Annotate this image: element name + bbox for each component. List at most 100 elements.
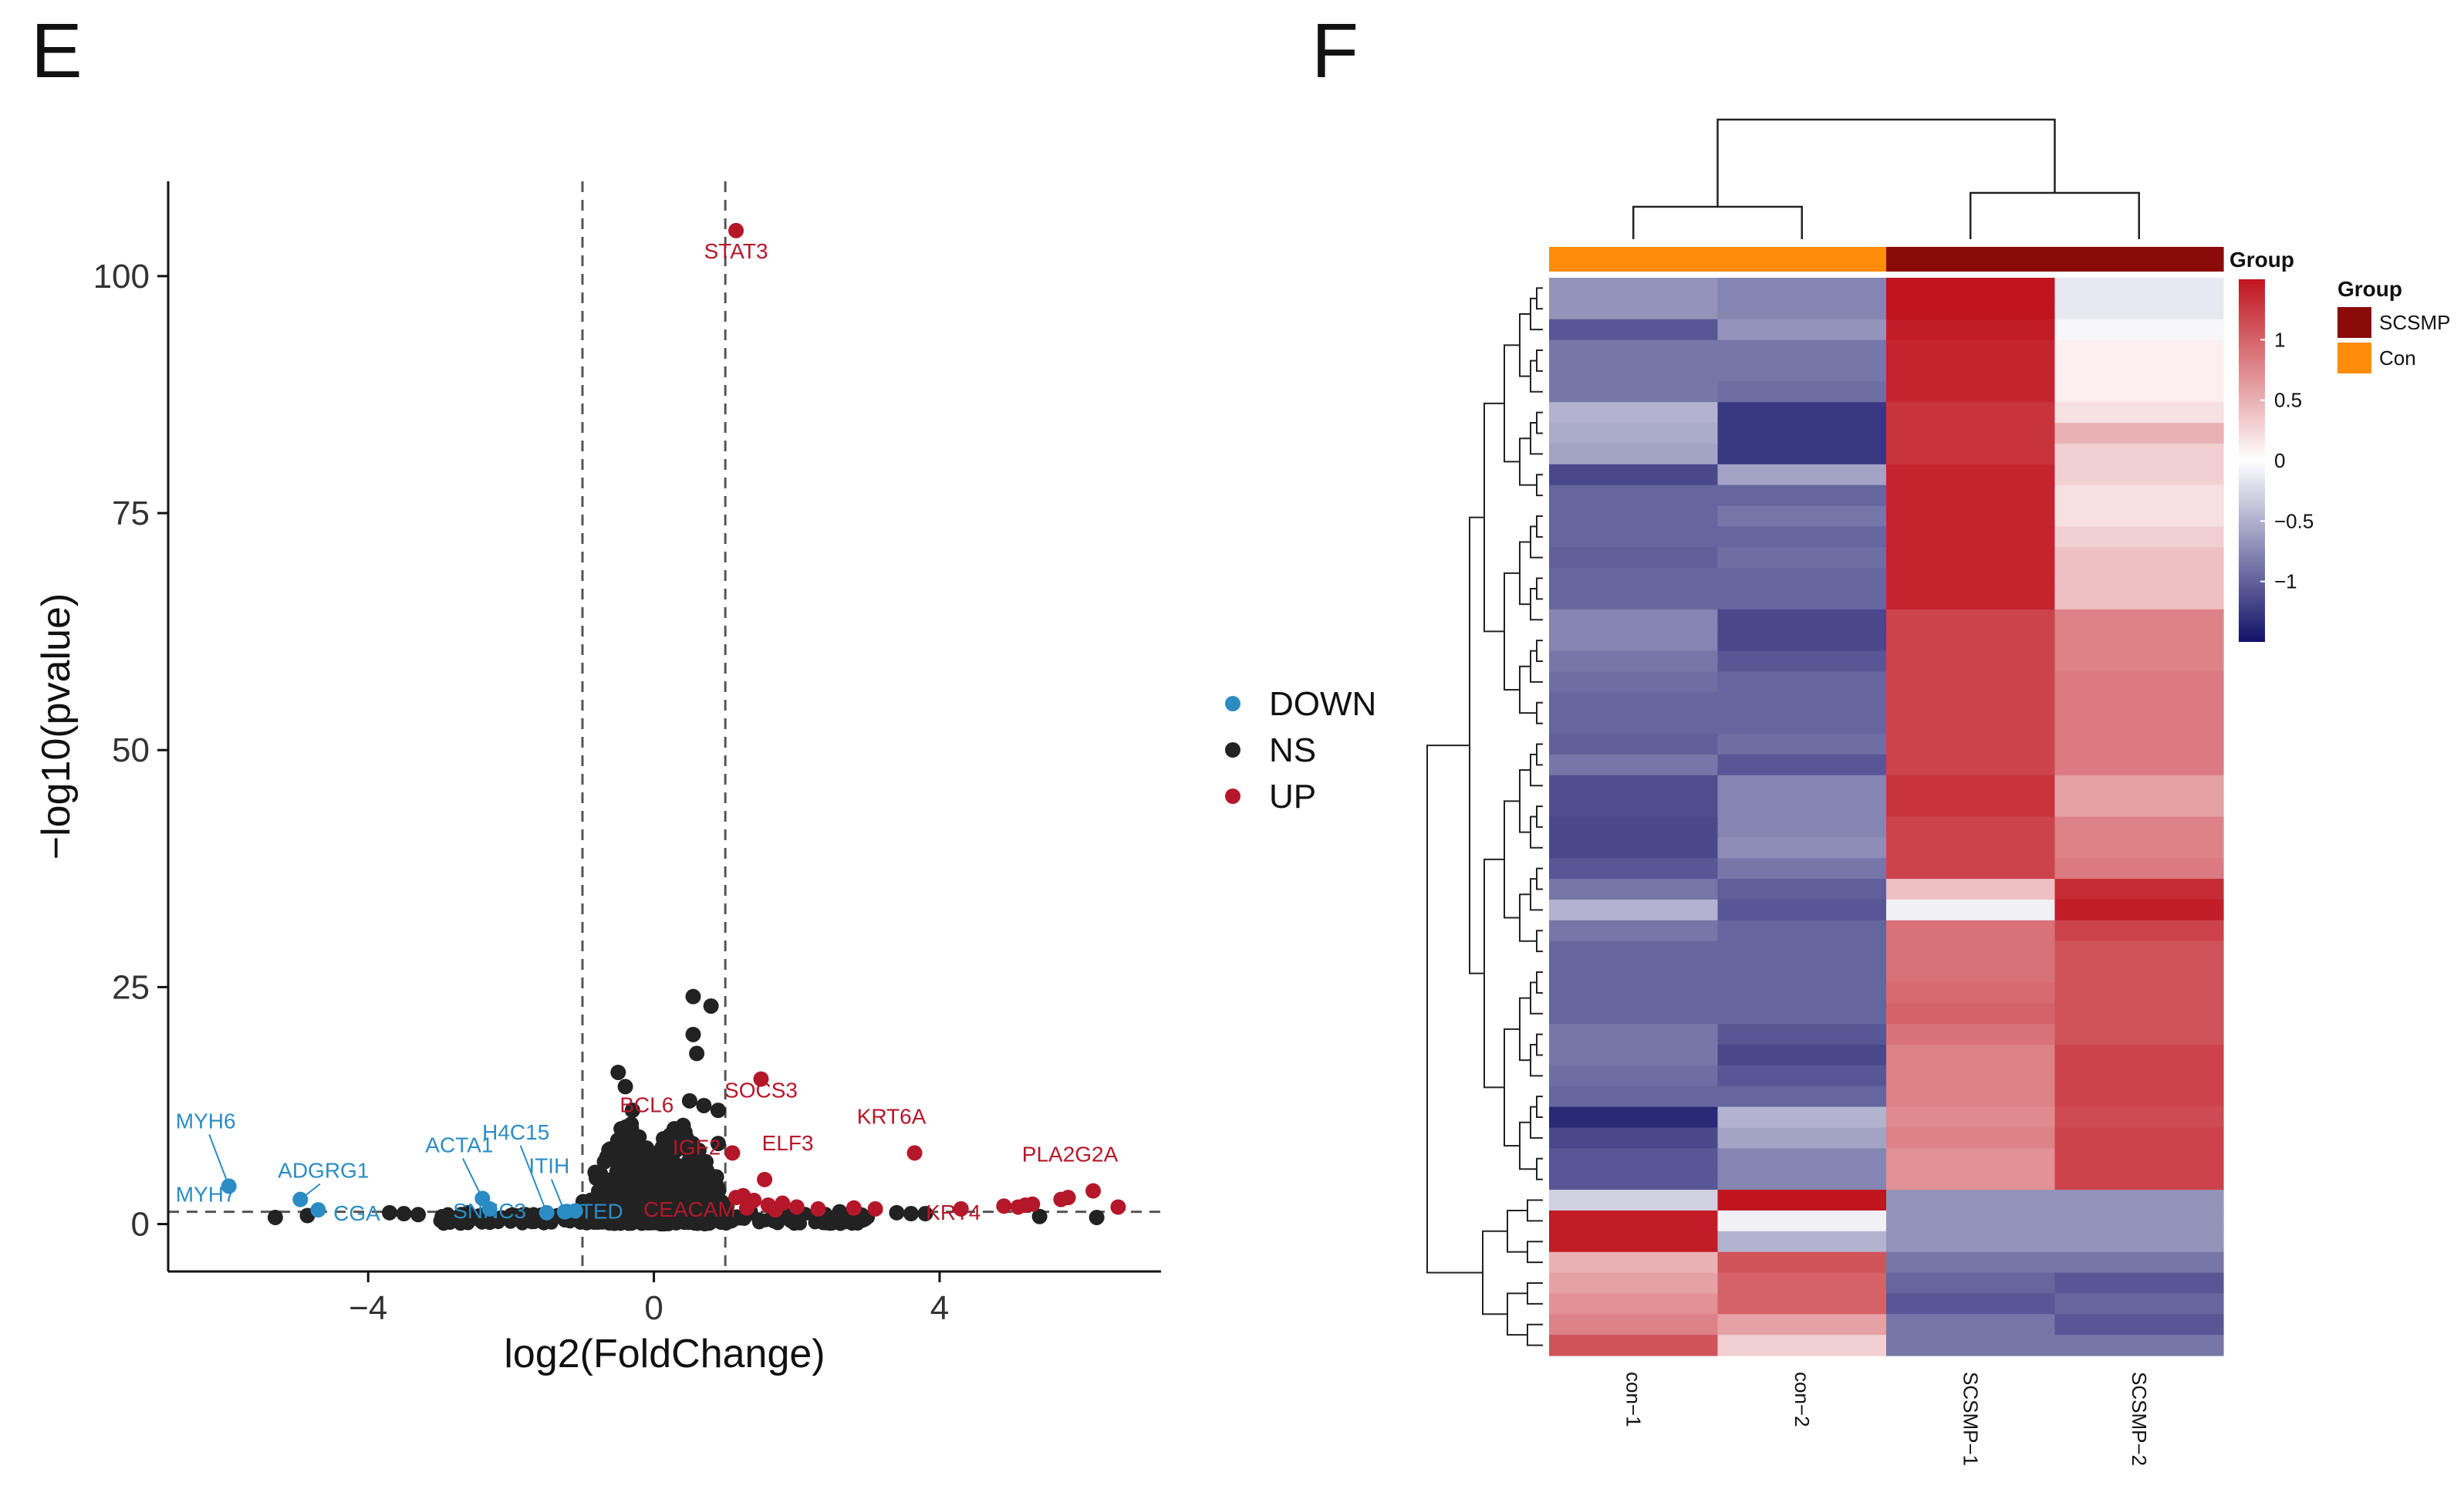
heatmap-cell [1886,1251,2056,1274]
heatmap-cell [1717,961,1887,984]
heatmap-cell [2054,1086,2224,1108]
heatmap-cell [1549,609,1719,631]
point-ns-cloud [681,1153,697,1169]
heatmap-cell [1549,1335,1719,1356]
heatmap-cell [1549,1065,1719,1087]
heatmap-cell [1717,1231,1887,1253]
heatmap-cell [1886,1335,2056,1356]
point-ns [1089,1209,1105,1225]
heatmap-cell [1717,526,1887,548]
point-up [953,1201,969,1217]
gene-label-pla2g2a: PLA2G2A [1022,1143,1119,1167]
heatmap-cell [2054,858,2224,880]
gene-label-leader [299,1183,321,1201]
point-ns [624,1103,640,1119]
heatmap-cell [1717,568,1887,589]
heatmap-cell [1549,816,1719,838]
heatmap-cell [1886,1086,2056,1108]
heatmap-cell [2054,692,2224,714]
heatmap-cell [1886,1169,2056,1190]
heatmap-cell [2054,443,2224,465]
heatmap-cell [1549,443,1719,465]
legend-label-ns: NS [1269,731,1316,769]
gene-label-ceacam: CEACAM [643,1197,736,1221]
heatmap-cell [1886,609,2056,631]
dendrogram-branch [1483,858,1504,1089]
heatmap-cell [1717,1335,1887,1356]
heatmap-cell [1886,650,2056,673]
heatmap-cell [1549,692,1719,714]
y-axis-label: −log10(pvalue) [34,593,79,859]
heatmap-cell [1886,588,2056,610]
heatmap-cell [1717,940,1887,963]
heatmap-cell [1549,1106,1719,1129]
point-up [1024,1196,1041,1212]
dendrogram-branch [1527,1199,1543,1222]
heatmap-cell [1886,1045,2056,1066]
heatmap-cell [2054,1148,2224,1170]
heatmap-cell [2054,298,2224,320]
x-tick-label: 4 [930,1289,949,1327]
dendrogram-branch [1519,665,1537,714]
heatmap-cell [1886,940,2056,963]
point-ns-cloud [595,1191,611,1207]
point-ns-cloud [615,1132,631,1148]
dendrogram-branch [1527,1282,1543,1305]
heatmap-cell [1886,858,2056,880]
point-ns-base [751,1214,766,1229]
dendrogram-branch [1536,577,1543,600]
heatmap-cell [2054,339,2224,362]
point-ns-cloud [671,1184,687,1201]
dendrogram-branch [1527,1241,1543,1264]
dendrogram-branch [1536,1033,1543,1056]
volcano-points [221,222,1126,1232]
point-ns-base [847,1214,862,1228]
heatmap-cell [1717,1003,1887,1025]
legend-swatch-down [1225,696,1240,711]
dendrogram-branch [1536,287,1543,310]
point-ns [517,1207,533,1223]
heatmap-cell [1717,734,1887,755]
x-tick-label: −4 [349,1289,387,1327]
heatmap-cell [2054,568,2224,589]
heatmap-cell [2054,1127,2224,1149]
color-bar: 1 0.5 0 −0.5 −1 [2239,279,2314,642]
dendrogram-branch [1536,701,1543,724]
heatmap-cell [2054,1024,2224,1045]
heatmap-cell [1717,588,1887,610]
heatmap-cell [1717,505,1887,527]
point-ns [460,1204,476,1221]
x-tick-label: 0 [644,1289,663,1327]
heatmap-cell [1717,837,1887,859]
heatmap-cell [1549,1045,1719,1066]
dendrogram-branch [1504,344,1520,463]
heatmap-cell [2054,671,2224,693]
gene-label-krt6a: KRT6A [857,1104,927,1128]
heatmap-cell [1549,319,1719,341]
dendrogram-branch [1536,930,1543,953]
color-bar-tick-label: 1 [2274,328,2285,351]
row-dendrogram [1426,287,1543,1346]
point-up [1110,1199,1126,1215]
point-ns [685,1026,701,1042]
dendrogram-branch [1527,1323,1543,1346]
gene-label-snnc3: SNNC3 [453,1199,526,1223]
heatmap-cell [1549,402,1719,424]
group-legend-label: Con [2379,346,2416,370]
heatmap-cell [2054,588,2224,610]
heatmap-cell [1886,713,2056,734]
heatmap-cell [1549,1251,1719,1274]
point-ns-base [662,1212,677,1227]
heatmap-cell [2054,920,2224,942]
point-ns-base [636,1215,650,1230]
heatmap-cell [2054,961,2224,984]
heatmap-cell [1549,837,1719,859]
heatmap-cell [2054,754,2224,776]
heatmap-cell [2054,775,2224,797]
point-ns-base [677,1213,691,1228]
point-up [996,1198,1012,1214]
point-down [567,1203,583,1219]
group-bar-cell [1717,247,1887,272]
point-up [1060,1190,1076,1206]
